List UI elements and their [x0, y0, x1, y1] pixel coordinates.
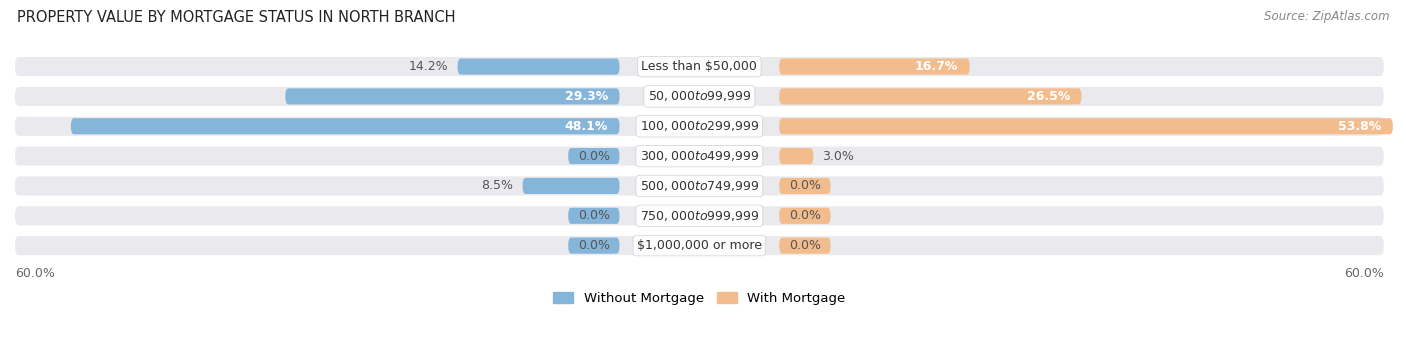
- Text: $1,000,000 or more: $1,000,000 or more: [637, 239, 762, 252]
- FancyBboxPatch shape: [779, 178, 831, 194]
- FancyBboxPatch shape: [568, 238, 620, 254]
- FancyBboxPatch shape: [15, 117, 1384, 136]
- FancyBboxPatch shape: [568, 148, 620, 164]
- Text: 26.5%: 26.5%: [1026, 90, 1070, 103]
- Text: 29.3%: 29.3%: [565, 90, 609, 103]
- FancyBboxPatch shape: [15, 147, 1384, 166]
- Text: 0.0%: 0.0%: [578, 209, 610, 222]
- Text: 0.0%: 0.0%: [789, 239, 821, 252]
- Text: 0.0%: 0.0%: [578, 239, 610, 252]
- FancyBboxPatch shape: [779, 208, 831, 224]
- FancyBboxPatch shape: [457, 59, 620, 75]
- FancyBboxPatch shape: [70, 118, 620, 134]
- Text: 3.0%: 3.0%: [823, 150, 855, 163]
- Legend: Without Mortgage, With Mortgage: Without Mortgage, With Mortgage: [548, 287, 851, 310]
- Text: Less than $50,000: Less than $50,000: [641, 60, 758, 73]
- Text: $100,000 to $299,999: $100,000 to $299,999: [640, 119, 759, 133]
- FancyBboxPatch shape: [15, 236, 1384, 255]
- Text: 14.2%: 14.2%: [409, 60, 449, 73]
- FancyBboxPatch shape: [15, 57, 1384, 76]
- Text: Source: ZipAtlas.com: Source: ZipAtlas.com: [1264, 10, 1389, 23]
- Text: $750,000 to $999,999: $750,000 to $999,999: [640, 209, 759, 223]
- FancyBboxPatch shape: [779, 59, 970, 75]
- FancyBboxPatch shape: [779, 148, 814, 164]
- Text: 8.5%: 8.5%: [481, 179, 513, 192]
- FancyBboxPatch shape: [779, 238, 831, 254]
- FancyBboxPatch shape: [285, 88, 620, 104]
- Text: $300,000 to $499,999: $300,000 to $499,999: [640, 149, 759, 163]
- Text: $500,000 to $749,999: $500,000 to $749,999: [640, 179, 759, 193]
- Text: 0.0%: 0.0%: [789, 209, 821, 222]
- Text: 60.0%: 60.0%: [15, 267, 55, 280]
- Text: $50,000 to $99,999: $50,000 to $99,999: [648, 89, 751, 103]
- FancyBboxPatch shape: [568, 208, 620, 224]
- FancyBboxPatch shape: [523, 178, 620, 194]
- FancyBboxPatch shape: [779, 88, 1081, 104]
- Text: PROPERTY VALUE BY MORTGAGE STATUS IN NORTH BRANCH: PROPERTY VALUE BY MORTGAGE STATUS IN NOR…: [17, 10, 456, 25]
- Text: 0.0%: 0.0%: [789, 179, 821, 192]
- FancyBboxPatch shape: [15, 87, 1384, 106]
- Text: 0.0%: 0.0%: [578, 150, 610, 163]
- FancyBboxPatch shape: [15, 206, 1384, 225]
- Text: 53.8%: 53.8%: [1339, 120, 1382, 133]
- Text: 60.0%: 60.0%: [1344, 267, 1384, 280]
- Text: 48.1%: 48.1%: [565, 120, 609, 133]
- FancyBboxPatch shape: [779, 118, 1393, 134]
- FancyBboxPatch shape: [15, 176, 1384, 195]
- Text: 16.7%: 16.7%: [915, 60, 959, 73]
